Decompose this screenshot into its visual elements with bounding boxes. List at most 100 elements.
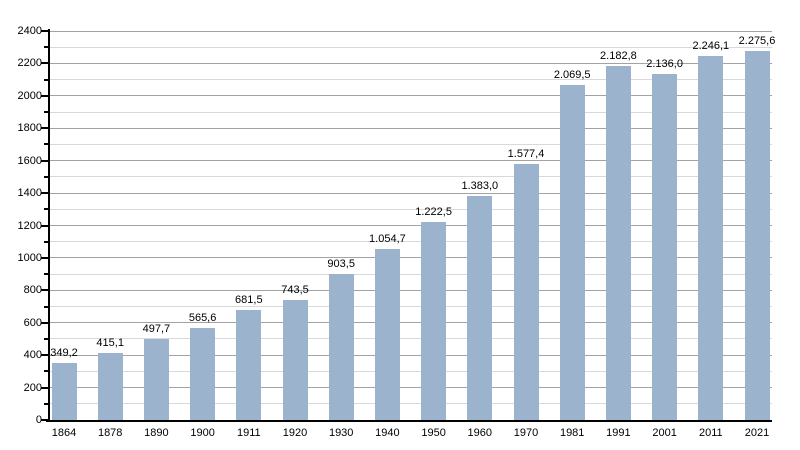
y-axis-tick-label: 1600 bbox=[17, 154, 42, 167]
bar-value-label: 2.182,8 bbox=[600, 50, 637, 63]
major-gridline bbox=[50, 192, 772, 194]
minor-gridline bbox=[50, 143, 772, 145]
major-gridline bbox=[50, 95, 772, 97]
bar bbox=[374, 249, 400, 420]
y-axis-tick-label: 1000 bbox=[17, 251, 42, 264]
y-axis-tick bbox=[44, 111, 48, 114]
x-axis-tick-label: 1960 bbox=[467, 427, 493, 439]
minor-gridline bbox=[50, 208, 772, 210]
bar-value-label: 415,1 bbox=[96, 336, 124, 349]
x-axis-tick-label: 2021 bbox=[744, 427, 770, 439]
y-axis-tick-label: 400 bbox=[23, 349, 42, 362]
bar-value-label: 2.246,1 bbox=[692, 39, 730, 52]
bar bbox=[605, 66, 631, 420]
x-axis-tick-label: 1930 bbox=[328, 427, 354, 439]
plot-area: 0 200 400 600 800 1000 1200 1400 1600 1800 2000 220… bbox=[18, 25, 776, 439]
y-axis-tick-label: 2400 bbox=[17, 25, 42, 37]
y-axis-tick bbox=[41, 256, 48, 259]
y-axis-tick bbox=[41, 30, 48, 32]
major-gridline bbox=[50, 354, 772, 356]
bar bbox=[652, 73, 678, 420]
major-gridline bbox=[50, 387, 772, 389]
y-axis-tick-label: 800 bbox=[23, 284, 42, 297]
bar-value-label: 1.577,4 bbox=[507, 148, 545, 161]
x-axis-tick-label: 1890 bbox=[144, 427, 169, 439]
major-gridline bbox=[50, 62, 772, 64]
bar bbox=[513, 164, 539, 420]
y-axis-tick bbox=[44, 208, 48, 211]
y-axis-tick-label: 2000 bbox=[17, 89, 42, 102]
y-axis-tick bbox=[44, 46, 48, 49]
y-axis-line bbox=[48, 29, 50, 422]
y-axis-tick bbox=[44, 337, 48, 340]
y-axis-tick-label: 1400 bbox=[17, 187, 42, 200]
x-axis-tick-label: 1864 bbox=[51, 427, 77, 439]
bar bbox=[236, 309, 262, 420]
x-axis-tick-label: 1991 bbox=[606, 427, 631, 439]
x-axis-tick-label: 1970 bbox=[513, 427, 539, 439]
y-axis-tick-label: 0 bbox=[35, 414, 42, 426]
bar-value-label: 903,5 bbox=[327, 257, 355, 270]
minor-gridline bbox=[50, 306, 772, 308]
y-axis-tick bbox=[44, 143, 48, 146]
y-axis-tick-label: 1800 bbox=[17, 122, 42, 135]
bar-value-label: 565,6 bbox=[188, 312, 217, 325]
bar bbox=[97, 352, 123, 420]
y-axis-tick bbox=[41, 386, 48, 389]
minor-gridline bbox=[50, 79, 772, 81]
minor-gridline bbox=[50, 176, 772, 178]
y-axis-tick-label: 1200 bbox=[17, 219, 42, 232]
y-axis-tick bbox=[41, 192, 48, 195]
bar bbox=[421, 221, 447, 420]
y-axis-tick bbox=[44, 305, 48, 308]
y-axis-tick bbox=[44, 273, 48, 276]
bar bbox=[328, 273, 354, 420]
major-gridline bbox=[50, 160, 772, 162]
bar-value-label: 497,7 bbox=[142, 323, 171, 336]
y-axis-tick bbox=[41, 159, 48, 162]
major-gridline bbox=[50, 289, 772, 291]
y-axis-tick bbox=[41, 224, 48, 227]
y-axis-tick bbox=[44, 402, 48, 405]
bar bbox=[467, 195, 493, 420]
major-gridline bbox=[50, 30, 772, 32]
x-axis-tick-label: 1981 bbox=[559, 427, 585, 439]
bar bbox=[190, 328, 216, 420]
x-axis-tick-label: 1911 bbox=[236, 427, 261, 439]
x-axis-tick-label: 1878 bbox=[97, 427, 123, 439]
y-axis-tick bbox=[44, 78, 48, 81]
y-axis-tick bbox=[41, 94, 48, 97]
bar bbox=[559, 84, 585, 420]
bar-value-label: 681,5 bbox=[235, 293, 263, 306]
bar-value-label: 1.222,5 bbox=[415, 205, 452, 218]
major-gridline bbox=[50, 225, 772, 226]
y-axis-tick bbox=[44, 175, 48, 178]
bar bbox=[698, 55, 724, 420]
minor-gridline bbox=[50, 241, 772, 243]
y-axis-tick bbox=[41, 321, 48, 324]
bar bbox=[51, 363, 77, 420]
y-axis-tick bbox=[41, 62, 48, 65]
major-gridline bbox=[50, 322, 772, 324]
y-axis-tick-label: 600 bbox=[23, 316, 42, 329]
minor-gridline bbox=[50, 370, 772, 372]
minor-gridline bbox=[50, 338, 772, 340]
minor-gridline bbox=[50, 403, 772, 405]
bar bbox=[143, 339, 169, 420]
y-axis-tick bbox=[41, 419, 48, 421]
x-axis-tick-label: 2001 bbox=[652, 427, 677, 439]
bar-value-label: 2.136,0 bbox=[646, 57, 683, 70]
x-axis-line bbox=[46, 420, 772, 422]
bar-value-label: 1.054,7 bbox=[369, 233, 406, 246]
minor-gridline bbox=[50, 111, 772, 113]
x-axis-tick-label: 1940 bbox=[375, 427, 400, 439]
major-gridline bbox=[50, 257, 772, 259]
y-axis-tick-label: 200 bbox=[23, 381, 42, 394]
y-axis-tick-label: 2200 bbox=[17, 57, 42, 70]
y-axis-tick bbox=[41, 354, 48, 357]
bar-value-label: 2.069,5 bbox=[553, 68, 591, 81]
y-axis-tick bbox=[44, 370, 48, 373]
bar bbox=[744, 51, 770, 420]
y-axis-tick bbox=[41, 127, 48, 130]
